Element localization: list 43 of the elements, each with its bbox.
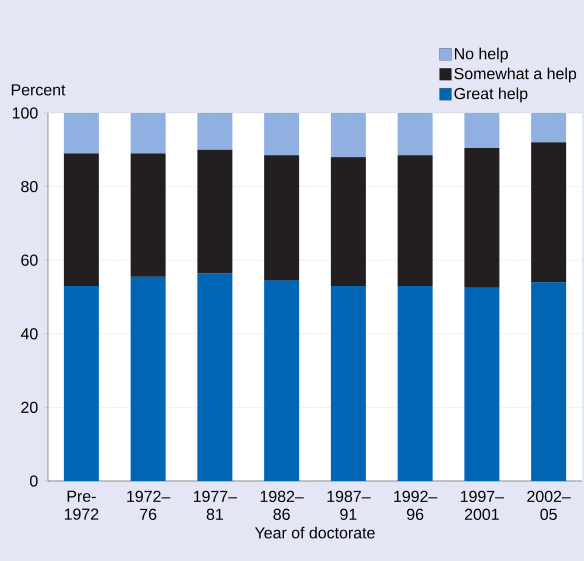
x-tick-label: 1987– 91 xyxy=(327,490,371,520)
bar xyxy=(197,273,232,481)
bar xyxy=(330,157,366,286)
bar xyxy=(531,282,566,481)
x-tick-label: 1972– 76 xyxy=(127,490,170,520)
y-tick-label: 20 xyxy=(21,402,38,414)
bar xyxy=(330,112,366,158)
x-tick-label: 1977– 81 xyxy=(194,490,238,520)
y-tick-label: 100 xyxy=(12,107,38,119)
y-tick-label: 60 xyxy=(21,254,38,266)
x-tick-label: 2002– 05 xyxy=(527,490,571,520)
x-tick-label: 1982– 86 xyxy=(260,490,304,520)
bar xyxy=(197,150,232,274)
y-tick-label: 0 xyxy=(30,475,38,487)
bar xyxy=(531,142,566,282)
bar xyxy=(398,112,433,156)
bar xyxy=(464,112,500,148)
y-tick-label: 40 xyxy=(20,328,38,340)
x-axis-title: Year of doctorate xyxy=(254,526,375,538)
bar xyxy=(330,286,366,481)
bar xyxy=(197,112,232,150)
bar xyxy=(531,112,566,142)
bar xyxy=(464,288,500,481)
bar xyxy=(130,276,166,481)
x-tick-label: 1992– 96 xyxy=(394,490,438,520)
y-axis-title: Percent xyxy=(12,84,66,96)
bar xyxy=(398,155,433,286)
bar xyxy=(64,112,99,154)
bar xyxy=(398,286,433,481)
legend-label: No help xyxy=(454,48,508,63)
bar xyxy=(64,153,99,286)
y-tick-label: 80 xyxy=(21,180,38,192)
bar xyxy=(130,153,166,277)
x-tick-label: Pre- 1972 xyxy=(64,490,98,520)
bar xyxy=(264,112,300,156)
legend-label: Great help xyxy=(454,88,528,102)
legend-label: Somewhat a help xyxy=(454,68,576,82)
bar xyxy=(264,155,300,280)
bar xyxy=(64,286,99,481)
bar xyxy=(130,112,166,154)
x-tick-label: 1997– 2001 xyxy=(460,490,504,520)
bar xyxy=(464,148,500,288)
bar xyxy=(264,280,300,481)
